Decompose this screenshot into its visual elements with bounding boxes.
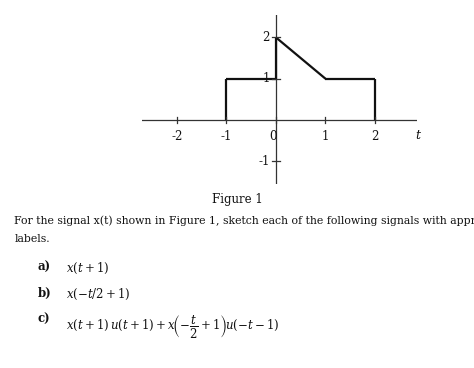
Text: -1: -1 xyxy=(221,130,232,143)
Text: -1: -1 xyxy=(258,155,270,168)
Text: -2: -2 xyxy=(171,130,182,143)
Text: $x(-t/2+1)$: $x(-t/2+1)$ xyxy=(66,287,131,302)
Text: b): b) xyxy=(38,287,52,300)
Text: $x(t+1)\,u(t+1) + x\!\left(-\dfrac{t}{2}+1\right)\!u(-t-1)$: $x(t+1)\,u(t+1) + x\!\left(-\dfrac{t}{2}… xyxy=(66,313,280,340)
Text: $x(t+1)$: $x(t+1)$ xyxy=(66,261,110,276)
Text: 2: 2 xyxy=(371,130,379,143)
Text: labels.: labels. xyxy=(14,234,50,244)
Text: For the signal x(t) shown in Figure 1, sketch each of the following signals with: For the signal x(t) shown in Figure 1, s… xyxy=(14,215,474,226)
Text: 0: 0 xyxy=(270,130,277,143)
Text: Figure 1: Figure 1 xyxy=(211,193,263,206)
Text: $t$: $t$ xyxy=(415,129,422,142)
Text: 2: 2 xyxy=(262,31,270,44)
Text: a): a) xyxy=(38,261,51,274)
Text: c): c) xyxy=(38,313,51,326)
Text: 1: 1 xyxy=(322,130,329,143)
Text: 1: 1 xyxy=(262,72,270,85)
